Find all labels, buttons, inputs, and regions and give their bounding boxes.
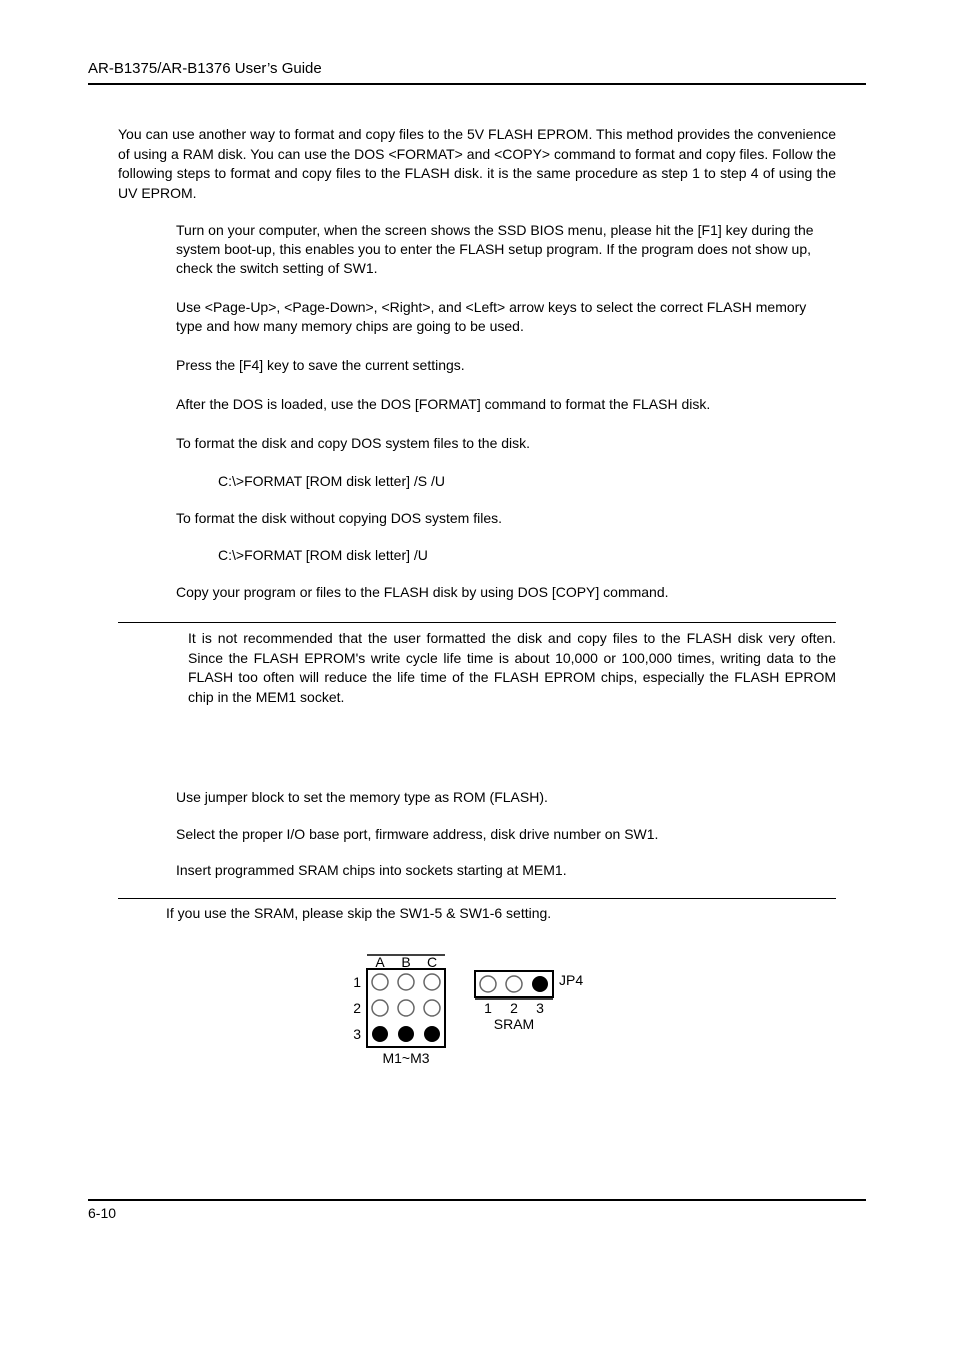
jumper-diagram-svg: ABC123M1~M3123SRAMJP4 — [347, 951, 607, 1081]
jumper-diagram: ABC123M1~M3123SRAMJP4 — [88, 951, 866, 1081]
svg-text:3: 3 — [353, 1026, 361, 1042]
header-title: AR-B1375/AR-B1376 User’s Guide — [88, 60, 866, 85]
svg-text:3: 3 — [536, 1000, 544, 1016]
step-text: Select the proper I/O base port, firmwar… — [176, 825, 836, 844]
page-number: 6-10 — [88, 1205, 116, 1221]
intro-paragraph: You can use another way to format and co… — [118, 125, 836, 203]
note-1: It is not recommended that the user form… — [188, 629, 836, 707]
svg-text:1: 1 — [484, 1000, 492, 1016]
page: AR-B1375/AR-B1376 User’s Guide You can u… — [0, 0, 954, 1351]
step-text: Use <Page-Up>, <Page-Down>, <Right>, and… — [176, 298, 836, 336]
svg-text:M1~M3: M1~M3 — [382, 1050, 429, 1066]
steps-block: Turn on your computer, when the screen s… — [176, 221, 836, 602]
command-line: C:\>FORMAT [ROM disk letter] /S /U — [218, 473, 836, 489]
step-text: Press the [F4] key to save the current s… — [176, 356, 836, 375]
svg-text:C: C — [427, 954, 437, 970]
note-1-text: It is not recommended that the user form… — [188, 630, 836, 705]
svg-text:A: A — [375, 954, 385, 970]
note-2: If you use the SRAM, please skip the SW1… — [166, 905, 866, 921]
step-text: After the DOS is loaded, use the DOS [FO… — [176, 395, 836, 414]
step-text: Copy your program or files to the FLASH … — [176, 583, 836, 602]
svg-text:B: B — [401, 954, 410, 970]
steps2-block: Use jumper block to set the memory type … — [176, 788, 836, 881]
step-text: Insert programmed SRAM chips into socket… — [176, 861, 836, 880]
svg-text:1: 1 — [353, 974, 361, 990]
step-text: To format the disk without copying DOS s… — [176, 509, 836, 528]
svg-text:2: 2 — [353, 1000, 361, 1016]
divider-note2 — [118, 898, 836, 899]
command-line: C:\>FORMAT [ROM disk letter] /U — [218, 547, 836, 563]
svg-text:JP4: JP4 — [559, 972, 583, 988]
step-text: Use jumper block to set the memory type … — [176, 788, 836, 807]
footer-rule — [88, 1199, 866, 1201]
svg-text:SRAM: SRAM — [494, 1016, 534, 1032]
step-text: To format the disk and copy DOS system f… — [176, 434, 836, 453]
divider-top-note1 — [118, 622, 836, 623]
svg-text:2: 2 — [510, 1000, 518, 1016]
step-text: Turn on your computer, when the screen s… — [176, 221, 836, 278]
